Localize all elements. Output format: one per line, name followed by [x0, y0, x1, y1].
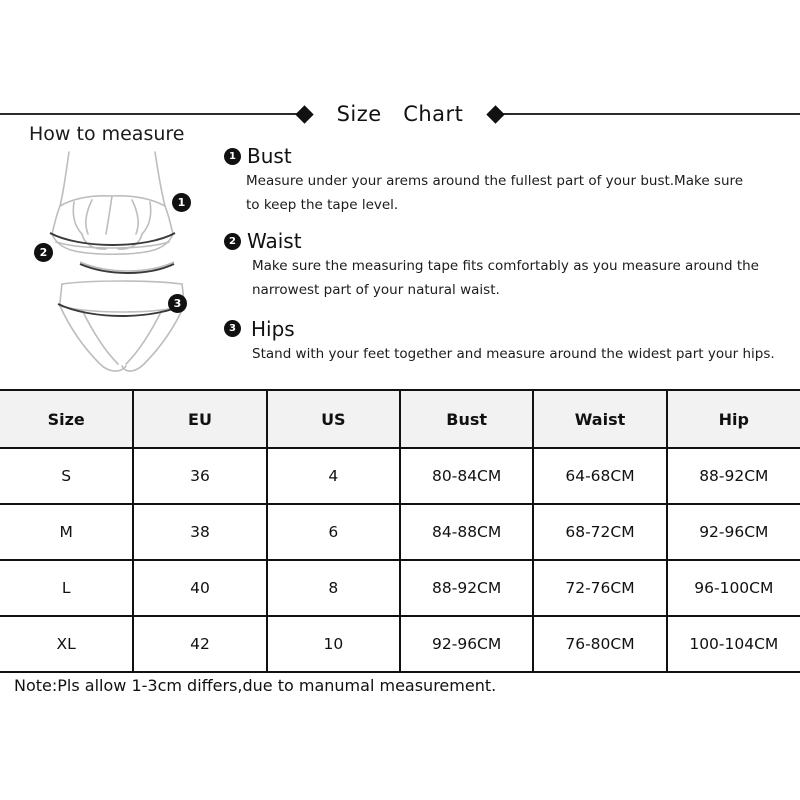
table-row: M 38 6 84-88CM 68-72CM 92-96CM: [0, 503, 800, 561]
table-row: L 40 8 88-92CM 72-76CM 96-100CM: [0, 559, 800, 617]
cell-hip-xl: 100-104CM: [665, 615, 800, 673]
cell-us-m: 6: [265, 503, 401, 561]
cell-bust-m: 84-88CM: [398, 503, 535, 561]
table-row: XL 42 10 92-96CM 76-80CM 100-104CM: [0, 615, 800, 673]
illustration-badge-1: 1: [172, 193, 191, 212]
instruction-waist-title: Waist: [247, 229, 302, 254]
diamond-marker-right-icon: [486, 104, 506, 124]
page-title: Size Chart: [336, 102, 464, 126]
cell-hip-l: 96-100CM: [665, 559, 800, 617]
title-rule-left: [0, 113, 298, 115]
cell-hip-s: 88-92CM: [665, 447, 800, 505]
instruction-waist: 2 Waist Make sure the measuring tape fit…: [224, 229, 792, 302]
cell-waist-l: 72-76CM: [532, 559, 668, 617]
size-table: Size EU US Bust Waist Hip S 36 4 80-84CM 64-68CM 8…: [0, 389, 800, 673]
instruction-bust-line-2: to keep the tape level.: [246, 196, 399, 213]
instruction-badge-3: 3: [224, 320, 241, 337]
instruction-bust-line-1: Measure under your arems around the full…: [246, 173, 744, 189]
cell-size-l: L: [0, 559, 135, 617]
diamond-marker-left-icon: [294, 104, 314, 124]
how-to-measure-label: How to measure: [29, 123, 185, 145]
instruction-waist-line-2: narrowest part of your natural waist.: [252, 281, 500, 298]
instruction-bust-body: Measure under your arems around the full…: [224, 170, 792, 217]
cell-bust-l: 88-92CM: [398, 559, 535, 617]
cell-size-s: S: [0, 447, 135, 505]
cell-us-s: 4: [265, 447, 401, 505]
measurement-note: Note:Pls allow 1-3cm differs,due to manu…: [14, 676, 497, 695]
instruction-waist-body: Make sure the measuring tape fits comfor…: [224, 255, 792, 302]
column-header-us: US: [265, 389, 401, 449]
instruction-bust: 1 Bust Measure under your arems around t…: [224, 144, 792, 217]
column-header-hip: Hip: [665, 389, 800, 449]
column-header-bust: Bust: [398, 389, 535, 449]
instruction-hips: 3 Hips Stand with your feet together and…: [224, 317, 792, 367]
instruction-badge-1: 1: [224, 147, 241, 165]
waist-measure-line: [79, 263, 175, 274]
instructions-list: 1 Bust Measure under your arems around t…: [224, 144, 792, 372]
instruction-hips-title: Hips: [251, 316, 295, 341]
cell-bust-s: 80-84CM: [398, 447, 535, 505]
lingerie-sketch-icon: [49, 151, 187, 372]
cell-us-xl: 10: [265, 615, 401, 673]
instruction-badge-2: 2: [224, 232, 241, 250]
illustration-badge-3: 3: [168, 294, 187, 313]
size-table-body: S 36 4 80-84CM 64-68CM 88-92CM M 38 6 84-88CM 68-7…: [0, 447, 800, 673]
title-rule-right: [502, 113, 800, 115]
cell-eu-l: 40: [132, 559, 268, 617]
title-band: Size Chart: [0, 96, 800, 132]
cell-eu-m: 38: [132, 503, 268, 561]
cell-bust-xl: 92-96CM: [398, 615, 535, 673]
instruction-hips-body: Stand with your feet together and measur…: [224, 343, 792, 367]
table-header-row: Size EU US Bust Waist Hip: [0, 389, 800, 449]
instruction-bust-heading: 1 Bust: [224, 144, 792, 168]
table-row: S 36 4 80-84CM 64-68CM 88-92CM: [0, 447, 800, 505]
cell-hip-m: 92-96CM: [665, 503, 800, 561]
cell-size-xl: XL: [0, 615, 135, 673]
column-header-eu: EU: [132, 389, 268, 449]
cell-waist-s: 64-68CM: [532, 447, 668, 505]
instruction-hips-heading: 3 Hips: [224, 317, 792, 341]
instruction-waist-line-1: Make sure the measuring tape fits comfor…: [252, 258, 759, 275]
instruction-bust-title: Bust: [247, 144, 292, 168]
illustration-badge-2: 2: [34, 243, 53, 262]
instruction-hips-line-1: Stand with your feet together and measur…: [252, 345, 775, 362]
cell-size-m: M: [0, 503, 135, 561]
cell-waist-xl: 76-80CM: [532, 615, 668, 673]
instruction-waist-heading: 2 Waist: [224, 229, 792, 253]
bust-measure-line: [49, 232, 176, 246]
hip-measure-line: [57, 303, 187, 317]
cell-eu-xl: 42: [132, 615, 268, 673]
column-header-waist: Waist: [532, 389, 668, 449]
column-header-size: Size: [0, 389, 135, 449]
cell-eu-s: 36: [132, 447, 268, 505]
size-table-head: Size EU US Bust Waist Hip: [0, 389, 800, 449]
cell-waist-m: 68-72CM: [532, 503, 668, 561]
cell-us-l: 8: [265, 559, 401, 617]
measurement-illustration: [22, 150, 232, 380]
